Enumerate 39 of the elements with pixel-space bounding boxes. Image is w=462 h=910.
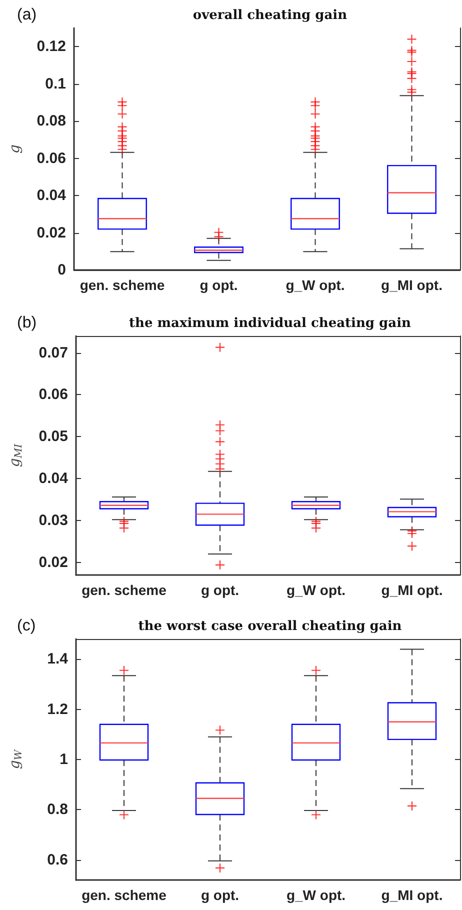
y-tick-label: 1.2 [47,700,68,718]
x-tick-label: g_MI opt. [381,582,443,598]
x-tick-label: g_W opt. [286,582,346,598]
y-tick-label: 0.06 [38,386,68,404]
y-tick-label: 0.6 [47,851,68,868]
y-tick-label: 0.02 [38,554,68,571]
y-axis-title: g [7,144,23,154]
y-tick-label: 0.05 [38,428,68,446]
y-axis-title: gMI [7,442,24,468]
x-tick-label: g_W opt. [286,887,346,903]
x-tick-label: g opt. [200,582,240,598]
text: (c) [17,618,36,634]
y-tick-label: 0.8 [47,801,68,818]
y-tick-label: 0.08 [36,112,66,130]
y-tick-label: 0.06 [36,150,66,167]
y-tick-label: 0.04 [36,187,67,204]
y-tick-label: 0.03 [38,512,68,529]
text: (a) [17,6,37,24]
x-tick-label: g opt. [200,277,238,293]
text: (b) [17,314,37,332]
x-tick-label: g opt. [200,887,240,903]
x-tick-label: gen. scheme [82,887,167,903]
y-tick-label: 0.04 [38,470,69,488]
x-tick-label: gen. scheme [82,582,167,598]
x-tick-label: g_MI opt. [381,887,443,903]
y-tick-label: 0.12 [36,38,66,56]
y-tick-label: 0.02 [36,224,66,242]
chart-title: the worst case overall cheating gain [138,619,402,634]
y-tick-label: 0 [58,262,66,278]
y-tick-label: 0.07 [38,344,68,362]
x-tick-label: gen. scheme [80,277,165,293]
x-tick-label: g_MI opt. [381,277,442,293]
y-axis-title: gW [7,749,24,770]
x-tick-label: g_W opt. [286,277,345,293]
chart-title: overall cheating gain [192,8,348,23]
y-tick-label: 1 [60,751,68,768]
chart-title: the maximum individual cheating gain [129,316,412,331]
y-tick-label: 0.1 [45,75,66,92]
y-tick-label: 1.4 [47,650,69,668]
